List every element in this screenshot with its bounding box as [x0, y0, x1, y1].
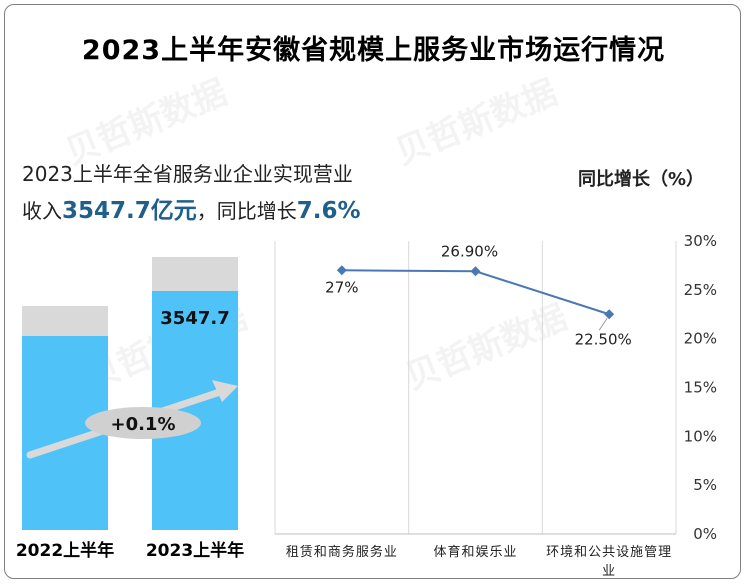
chart-frame [4, 4, 741, 579]
growth-arrow-head [212, 380, 238, 402]
y-axis-label: 同比增长（%） [578, 169, 705, 190]
summary-prefix: 收入 [22, 199, 62, 223]
data-label: 26.90% [441, 242, 498, 260]
growth-value: 7.6% [296, 198, 361, 224]
data-label: 22.50% [575, 330, 632, 348]
data-point [336, 265, 347, 276]
y-tick-label: 10% [684, 427, 717, 445]
y-tick-label: 15% [684, 379, 717, 397]
data-label: 27% [325, 278, 358, 296]
summary-text: 2023上半年全省服务业企业实现营业 收入3547.7亿元，同比增长7.6% [22, 156, 361, 230]
summary-mid: ，同比增长 [196, 199, 297, 223]
data-point [604, 309, 615, 320]
data-point [470, 266, 481, 277]
growth-annotation: +0.1% [110, 414, 175, 435]
y-tick-label: 5% [693, 476, 717, 494]
y-tick-label: 0% [693, 525, 717, 543]
y-tick-label: 20% [684, 330, 717, 348]
label-leader-line [598, 317, 608, 331]
y-tick-label: 25% [684, 281, 717, 299]
series-line [341, 269, 610, 316]
bar-category-label: 2022上半年 [16, 540, 114, 561]
summary-line-2: 收入3547.7亿元，同比增长7.6% [22, 193, 361, 230]
y-tick-label: 30% [684, 232, 717, 250]
summary-line-1: 2023上半年全省服务业企业实现营业 [22, 162, 353, 186]
bar-category-label: 2023上半年 [146, 540, 244, 561]
x-tick-label: 体育和娱乐业 [433, 544, 517, 560]
x-tick-label: 环境和公共设施管理 [546, 545, 672, 560]
bar-data-label: 3547.7 [160, 308, 229, 329]
x-tick-label: 租赁和商务服务业 [286, 544, 398, 560]
page-title: 2023上半年安徽省规模上服务业市场运行情况 [81, 35, 666, 66]
growth-ellipse [85, 407, 201, 439]
revenue-value: 3547.7亿元 [62, 198, 197, 224]
x-tick-label: 业 [602, 564, 616, 579]
